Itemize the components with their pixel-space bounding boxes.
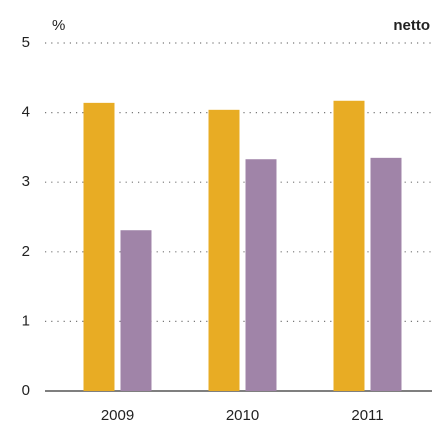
chart-title: netto (393, 17, 430, 34)
x-tick-label: 2010 (226, 407, 259, 424)
y-tick-label: 1 (22, 312, 30, 329)
x-tick-label: 2009 (101, 407, 134, 424)
y-tick-label: 5 (22, 34, 30, 51)
x-tick-label: 2011 (351, 407, 383, 424)
y-tick-label: 0 (22, 382, 30, 399)
bar (333, 100, 365, 391)
bar (120, 230, 152, 391)
bar (245, 159, 277, 391)
bar (370, 157, 402, 391)
y-tick-label: 3 (22, 173, 30, 190)
bar (208, 109, 240, 391)
y-tick-label: 2 (22, 243, 30, 260)
bar (83, 102, 115, 391)
y-axis-label: % (52, 17, 65, 34)
y-tick-label: 4 (22, 104, 30, 121)
